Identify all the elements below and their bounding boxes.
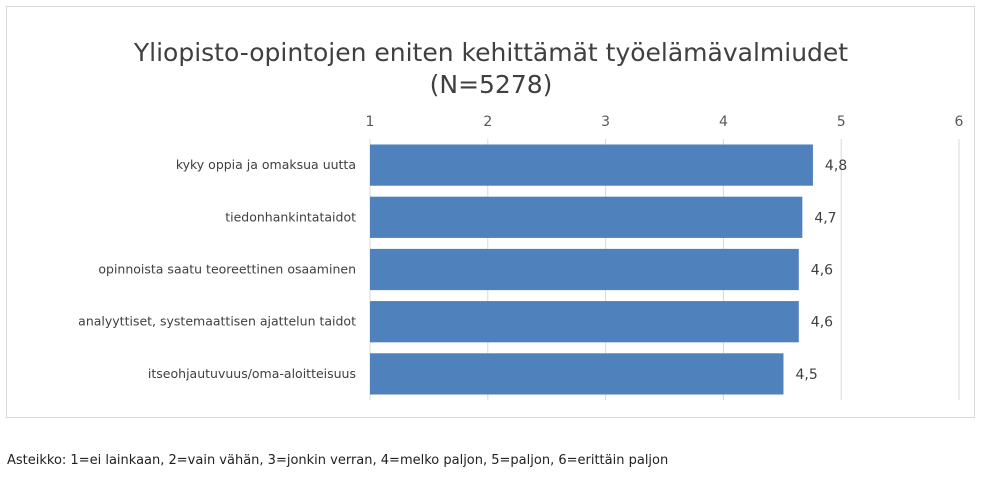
bar (370, 196, 803, 238)
chart-subtitle: (N=5278) (430, 70, 553, 99)
data-label: 4,5 (795, 367, 817, 383)
scale-footnote: Asteikko: 1=ei lainkaan, 2=vain vähän, 3… (7, 453, 669, 468)
category-label: tiedonhankintataidot (225, 209, 356, 224)
x-tick-label: 2 (483, 114, 492, 130)
data-label: 4,6 (811, 263, 833, 279)
x-tick-label: 4 (719, 114, 728, 130)
x-axis-ticks: 1 2 3 4 5 6 (366, 114, 964, 130)
data-label: 4,6 (811, 315, 833, 331)
data-label: 4,7 (814, 210, 836, 226)
bars (370, 144, 813, 395)
bar (370, 144, 813, 186)
x-tick-label: 1 (366, 114, 375, 130)
x-tick-label: 5 (837, 114, 846, 130)
category-label: itseohjautuvuus/oma-aloitteisuus (148, 366, 356, 381)
bar (370, 301, 799, 343)
bar (370, 248, 799, 291)
chart-title: Yliopisto-opintojen eniten kehittämät ty… (133, 38, 848, 67)
x-tick-label: 6 (955, 114, 964, 130)
data-labels: 4,8 4,7 4,6 4,6 4,5 (795, 158, 847, 383)
category-label: opinnoista saatu teoreettinen osaaminen (98, 262, 356, 277)
x-tick-label: 3 (601, 114, 610, 130)
bar-chart: Yliopisto-opintojen eniten kehittämät ty… (78, 38, 964, 400)
category-label: kyky oppia ja omaksua uutta (176, 157, 356, 172)
bar (370, 353, 784, 395)
data-label: 4,8 (825, 158, 847, 174)
chart-frame: Yliopisto-opintojen eniten kehittämät ty… (6, 6, 975, 418)
category-labels: kyky oppia ja omaksua uutta tiedonhankint… (78, 157, 356, 381)
category-label: analyyttiset, systemaattisen ajattelun t… (78, 314, 356, 329)
